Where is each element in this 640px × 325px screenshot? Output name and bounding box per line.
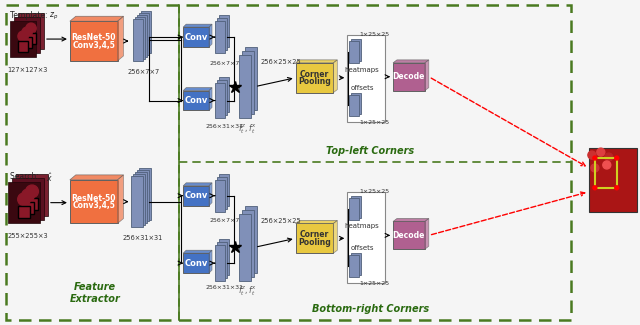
Text: 256×7×7: 256×7×7 [210,217,240,223]
Polygon shape [209,250,212,273]
FancyBboxPatch shape [183,186,209,206]
Text: Corner: Corner [300,70,329,79]
Polygon shape [140,168,151,219]
Circle shape [26,23,36,33]
Text: Decode: Decode [393,72,425,81]
Polygon shape [138,170,149,222]
Text: Corner: Corner [300,230,329,240]
Polygon shape [393,218,429,222]
Polygon shape [183,24,212,27]
Polygon shape [70,16,124,21]
Text: Decode: Decode [393,231,425,240]
Polygon shape [134,19,143,61]
Polygon shape [242,51,254,114]
Text: $z_p$: $z_p$ [49,11,58,22]
Polygon shape [219,15,229,47]
Text: Conv3,4,5: Conv3,4,5 [72,41,115,49]
Polygon shape [141,11,151,53]
Polygon shape [209,88,212,110]
FancyBboxPatch shape [22,202,34,214]
Text: 1×25×25: 1×25×25 [359,189,389,194]
FancyBboxPatch shape [19,206,30,218]
Polygon shape [239,214,251,281]
Polygon shape [70,175,124,180]
Polygon shape [140,13,149,55]
Polygon shape [118,16,124,61]
Text: 1×25×25: 1×25×25 [359,281,389,286]
FancyBboxPatch shape [393,63,425,91]
Text: heatmaps: heatmaps [345,67,380,73]
FancyBboxPatch shape [22,37,32,48]
Text: 1×25×25: 1×25×25 [359,32,389,37]
Polygon shape [425,60,429,91]
Circle shape [22,189,35,202]
Circle shape [26,185,38,198]
Circle shape [615,156,619,160]
Text: 256×25×25: 256×25×25 [260,217,301,224]
Text: Conv: Conv [184,191,208,200]
FancyBboxPatch shape [183,91,209,111]
Polygon shape [349,198,359,219]
FancyBboxPatch shape [348,35,385,122]
Polygon shape [217,18,227,50]
Polygon shape [349,255,359,277]
Polygon shape [333,60,337,93]
Polygon shape [242,210,254,277]
Polygon shape [217,80,227,115]
Polygon shape [351,39,361,61]
Circle shape [591,164,599,172]
Polygon shape [351,196,361,217]
Polygon shape [219,174,229,206]
Polygon shape [349,41,359,63]
Text: Feature
Extractor: Feature Extractor [69,282,120,304]
Circle shape [603,161,611,169]
FancyBboxPatch shape [589,148,637,212]
Polygon shape [215,21,225,53]
Text: 256×25×25: 256×25×25 [260,59,301,65]
Circle shape [18,31,28,41]
Text: Pooling: Pooling [298,238,331,247]
Text: Conv: Conv [184,259,208,267]
FancyBboxPatch shape [19,41,28,52]
Circle shape [615,186,619,190]
Circle shape [22,27,32,37]
Polygon shape [217,242,227,278]
Polygon shape [183,88,212,91]
Circle shape [597,148,605,156]
Text: 127×127×3: 127×127×3 [7,67,47,73]
Polygon shape [131,176,143,228]
Text: ResNet-50: ResNet-50 [72,194,116,203]
Text: 1×25×25: 1×25×25 [359,120,389,125]
Polygon shape [219,239,229,275]
Polygon shape [134,174,145,226]
Text: ResNet-50: ResNet-50 [72,33,116,42]
Polygon shape [215,245,225,281]
Circle shape [593,186,597,190]
FancyBboxPatch shape [26,33,36,44]
FancyBboxPatch shape [10,21,36,57]
Polygon shape [209,183,212,206]
Text: offsets: offsets [351,245,374,251]
FancyBboxPatch shape [183,27,209,47]
Polygon shape [239,55,251,118]
Polygon shape [138,15,147,57]
FancyBboxPatch shape [8,182,40,224]
Circle shape [588,151,596,159]
FancyBboxPatch shape [14,17,40,53]
Polygon shape [351,93,361,114]
Circle shape [18,193,31,206]
FancyBboxPatch shape [16,174,48,215]
Polygon shape [425,218,429,249]
Polygon shape [296,60,337,63]
Text: Search:: Search: [10,172,42,181]
Polygon shape [209,24,212,47]
Text: Conv3,4,5: Conv3,4,5 [72,201,115,210]
FancyBboxPatch shape [70,180,118,224]
FancyBboxPatch shape [348,192,385,283]
Polygon shape [349,95,359,116]
Text: Template:: Template: [10,11,50,20]
FancyBboxPatch shape [26,198,38,210]
Polygon shape [245,47,257,111]
Polygon shape [136,172,147,224]
